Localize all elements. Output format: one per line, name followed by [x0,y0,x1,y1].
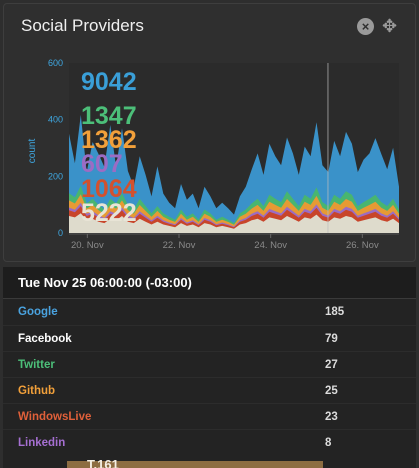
provider-name: Linkedin [18,437,66,449]
y-tick-label: 400 [48,115,63,125]
provider-row[interactable]: WindowsLive 23 [3,403,416,429]
total-github: 1362 [81,126,137,154]
stacked-area-chart[interactable]: 0 200 400 600 count 20. Nov 22. Nov 24. Nov 26. … [7,51,413,259]
provider-name: Github [18,385,56,397]
widget-header: Social Providers × ✥ [4,4,415,48]
total-google: 9042 [81,68,137,96]
x-tick-label: 20. Nov [71,240,104,251]
peek-text: T.161 [87,457,119,468]
y-axis-label: count [27,139,38,164]
provider-count: 79 [325,333,338,345]
series-area-facebook [69,213,399,233]
provider-row[interactable]: Github 25 [3,377,416,403]
provider-row[interactable]: Twitter 27 [3,351,416,377]
details-timestamp: Tue Nov 25 06:00:00 (-03:00) [3,267,416,299]
total-windowslive: 1064 [81,175,137,203]
widget-title: Social Providers [21,16,144,35]
x-tick-label: 22. Nov [163,240,196,251]
total-twitter: 1347 [81,102,137,130]
provider-row[interactable]: Google 185 [3,299,416,325]
provider-name: WindowsLive [18,411,92,423]
provider-name: Google [18,306,58,318]
provider-count: 185 [325,306,345,318]
move-icon[interactable]: ✥ [381,16,398,36]
provider-list: Google 185 Facebook 79 Twitter 27 Github 25 Wind… [3,299,416,455]
provider-count: 25 [325,385,338,397]
next-widget-peek: T.161 [67,457,323,468]
provider-count: 8 [325,437,332,449]
provider-name: Twitter [18,359,55,371]
total-facebook: 5222 [81,199,137,227]
x-tick-label: 24. Nov [254,240,287,251]
provider-name: Facebook [18,333,72,345]
y-tick-label: 0 [58,228,63,238]
y-tick-label: 200 [48,171,63,181]
x-tick-label: 26. Nov [346,240,379,251]
provider-row[interactable]: Linkedin 8 [3,429,416,455]
provider-count: 23 [325,411,338,423]
details-panel: Tue Nov 25 06:00:00 (-03:00) Google 185 Fa… [3,267,416,468]
provider-row[interactable]: Facebook 79 [3,325,416,351]
y-tick-label: 600 [48,58,63,68]
close-icon[interactable]: × [357,18,374,35]
provider-count: 27 [325,359,338,371]
social-providers-widget: Social Providers × ✥ 0 200 400 600 count 20. … [3,3,416,262]
total-linkedin: 607 [81,150,123,178]
